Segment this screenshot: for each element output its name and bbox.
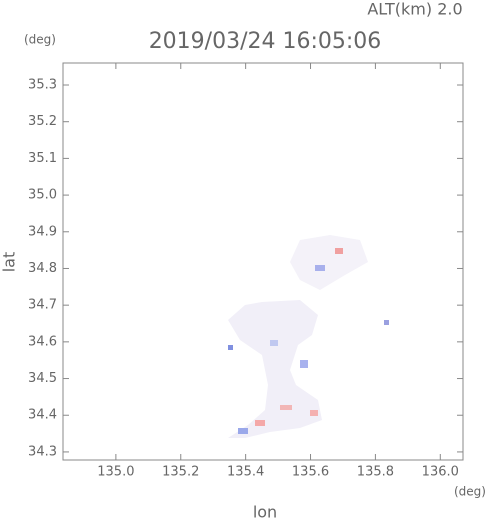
x-tick-label: 135.6: [292, 465, 329, 480]
echo-cell: [335, 248, 343, 254]
y-tick-label: 35.1: [28, 151, 57, 166]
echo-cell: [228, 345, 233, 350]
y-tick-label: 34.9: [28, 224, 57, 239]
x-tick-label: 135.2: [162, 465, 199, 480]
echo-cell: [384, 320, 389, 325]
x-tick-label: 135.0: [97, 465, 134, 480]
x-tick-label: 136.0: [422, 465, 459, 480]
y-tick-label: 35.0: [28, 188, 57, 203]
y-tick-label: 34.8: [28, 261, 57, 276]
echo-cell: [255, 420, 265, 426]
plot-frame: [62, 62, 464, 461]
y-axis-label: lat: [0, 252, 19, 273]
y-tick-label: 35.3: [28, 78, 57, 93]
y-tick-label: 34.5: [28, 371, 57, 386]
x-tick-label: 135.4: [227, 465, 264, 480]
echo-area: [228, 300, 322, 438]
x-unit: (deg): [454, 485, 486, 499]
y-unit: (deg): [24, 33, 56, 47]
echo-cell: [310, 410, 318, 416]
echo-cell: [280, 405, 292, 410]
y-tick-label: 34.7: [28, 298, 57, 313]
chart-title: 2019/03/24 16:05:06: [149, 29, 382, 54]
echo-area: [290, 235, 368, 290]
echo-cell: [315, 265, 325, 271]
y-tick-label: 34.3: [28, 444, 57, 459]
x-tick-label: 135.8: [357, 465, 394, 480]
y-tick-label: 34.6: [28, 334, 57, 349]
echo-cell: [300, 360, 308, 368]
echo-field: [228, 235, 389, 438]
echo-cell: [238, 428, 248, 434]
y-tick-label: 34.4: [28, 408, 57, 423]
x-axis-label: lon: [253, 503, 277, 521]
echo-cell: [270, 340, 278, 346]
y-tick-label: 35.2: [28, 114, 57, 129]
altitude-label: ALT(km) 2.0: [367, 0, 462, 19]
